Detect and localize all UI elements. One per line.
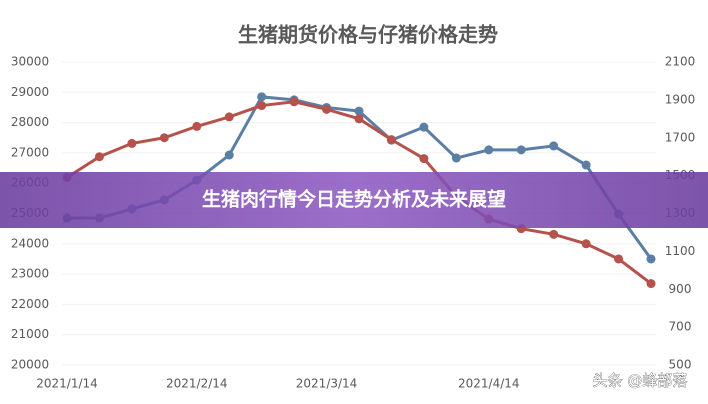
point	[516, 145, 526, 155]
point	[224, 112, 234, 122]
y-tick-label: 28000	[11, 115, 49, 129]
y-tick-label: 23000	[11, 267, 49, 281]
x-tick-label: 2021/3/14	[296, 377, 358, 391]
chart-title: 生猪期货价格与仔猪价格走势	[238, 23, 498, 47]
banner	[0, 172, 708, 228]
y-tick-label: 27000	[11, 145, 49, 159]
point	[94, 152, 104, 162]
x-tick-label: 2021/2/14	[166, 377, 228, 391]
point	[646, 254, 656, 264]
point	[354, 114, 364, 124]
y2-tick-label: 1100	[665, 244, 696, 258]
point	[289, 97, 299, 107]
point	[581, 160, 591, 170]
y-tick-label: 24000	[11, 236, 49, 250]
x-tick-label: 2021/4/14	[458, 377, 520, 391]
point	[484, 145, 494, 155]
point	[159, 133, 169, 143]
y2-tick-label: 1700	[665, 130, 696, 144]
y2-tick-label: 900	[669, 282, 692, 296]
point	[549, 141, 559, 151]
y-tick-label: 29000	[11, 85, 49, 99]
point	[614, 254, 624, 264]
y2-tick-label: 2100	[665, 55, 696, 69]
y-tick-label: 30000	[11, 55, 49, 69]
y2-tick-label: 700	[669, 320, 692, 334]
point	[646, 279, 656, 289]
x-tick-label: 2021/1/14	[36, 377, 98, 391]
point	[192, 121, 202, 131]
point	[549, 229, 559, 239]
point	[257, 101, 267, 111]
y2-tick-label: 1900	[665, 92, 696, 106]
point	[419, 122, 429, 132]
point	[322, 104, 332, 114]
point	[224, 150, 234, 160]
point	[581, 239, 591, 249]
point	[419, 154, 429, 164]
point	[127, 138, 137, 148]
point	[451, 153, 461, 163]
point	[257, 92, 267, 102]
point	[386, 135, 396, 145]
y2-tick-label: 500	[669, 358, 692, 372]
banner-title: 生猪肉行情今日走势分析及未来展望	[202, 188, 506, 211]
y-tick-label: 20000	[11, 358, 49, 372]
y-tick-label: 22000	[11, 297, 49, 311]
watermark: 头条 @蜂部落	[593, 372, 688, 390]
point	[354, 106, 364, 116]
y-tick-label: 21000	[11, 327, 49, 341]
